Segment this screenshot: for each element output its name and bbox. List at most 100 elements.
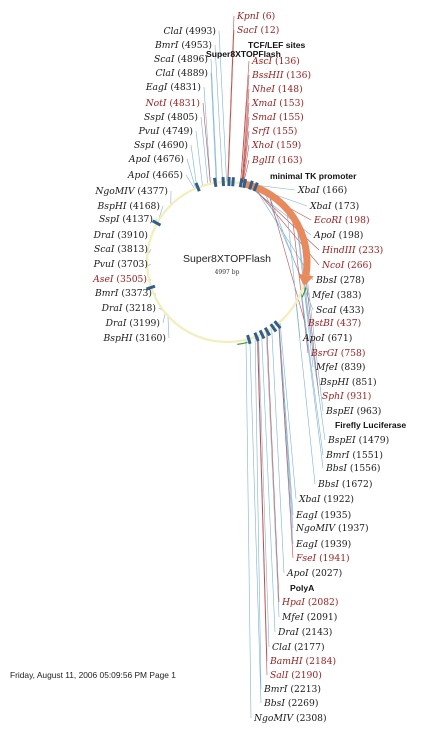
enzyme-position: (4377) bbox=[135, 186, 168, 197]
enzyme-name: BsrGI bbox=[310, 348, 338, 359]
leader-line bbox=[245, 339, 252, 719]
enzyme-position: (4831) bbox=[168, 82, 201, 93]
enzyme-name: BmrI bbox=[154, 40, 179, 51]
enzyme-name: AscI bbox=[251, 56, 272, 67]
enzyme-name: ScaI bbox=[316, 305, 337, 316]
enzyme-site-label: ScaI (433) bbox=[316, 305, 364, 316]
leader-line bbox=[286, 208, 301, 339]
enzyme-site-label: SmaI (155) bbox=[252, 112, 304, 123]
enzyme-site-label: BssHII (136) bbox=[251, 70, 311, 81]
enzyme-site-label: ClaI (2177) bbox=[272, 642, 325, 653]
enzyme-name: BspHI bbox=[319, 377, 349, 388]
enzyme-position: (155) bbox=[276, 112, 304, 123]
enzyme-name: FseI bbox=[295, 553, 317, 564]
enzyme-name: ClaI bbox=[163, 26, 182, 37]
enzyme-site-label: ApoI (671) bbox=[302, 333, 352, 344]
enzyme-name: DraI bbox=[105, 318, 127, 329]
enzyme-position: (1479) bbox=[356, 435, 389, 446]
enzyme-position: (136) bbox=[283, 70, 311, 81]
leader-line bbox=[279, 321, 297, 500]
enzyme-site-label: BspHI (4168) bbox=[97, 201, 160, 212]
leader-line bbox=[278, 323, 294, 559]
enzyme-name: SmaI bbox=[252, 112, 276, 123]
enzyme-site-label: BstBI (437) bbox=[307, 318, 361, 329]
enzyme-site-label: SspI (4690) bbox=[134, 140, 188, 151]
enzyme-position: (6) bbox=[259, 11, 275, 22]
enzyme-position: (758) bbox=[338, 348, 366, 359]
enzyme-site-label: AseI (3505) bbox=[92, 274, 147, 285]
enzyme-name: SacI bbox=[237, 25, 258, 36]
enzyme-site-label: KpnI (6) bbox=[236, 11, 275, 22]
enzyme-name: XhoI bbox=[251, 140, 274, 151]
feature-segment-mark bbox=[301, 287, 307, 298]
enzyme-site-label: BmrI (3373) bbox=[94, 288, 152, 299]
enzyme-position: (3199) bbox=[127, 318, 160, 329]
feature-block-mark bbox=[253, 332, 260, 342]
enzyme-name: BspEI bbox=[327, 435, 356, 446]
enzyme-name: BspHI bbox=[97, 201, 127, 212]
enzyme-site-label: NheI (148) bbox=[251, 84, 303, 95]
leader-line bbox=[210, 58, 218, 183]
leader-line bbox=[300, 292, 324, 469]
enzyme-site-label: BbsI (1672) bbox=[317, 479, 372, 490]
enzyme-site-label: DraI (3199) bbox=[105, 318, 160, 329]
enzyme-site-label: NgoMIV (2308) bbox=[253, 713, 327, 724]
enzyme-site-label: PvuI (4749) bbox=[138, 126, 193, 137]
leader-line bbox=[185, 174, 195, 190]
enzyme-site-label: ApoI (4676) bbox=[128, 154, 184, 165]
enzyme-site-label: SrfI (155) bbox=[252, 126, 297, 137]
enzyme-name: BspHI bbox=[103, 333, 133, 344]
enzyme-name: BamHI bbox=[269, 656, 303, 667]
enzyme-position: (4676) bbox=[151, 154, 184, 165]
enzyme-name: PvuI bbox=[93, 259, 115, 270]
enzyme-position: (839) bbox=[338, 362, 366, 373]
enzyme-position: (1556) bbox=[347, 463, 380, 474]
enzyme-position: (2213) bbox=[288, 684, 321, 695]
feature-label-polya: PolyA bbox=[290, 583, 314, 593]
leader-line bbox=[167, 315, 170, 339]
enzyme-position: (4993) bbox=[183, 26, 216, 37]
leader-line bbox=[249, 338, 262, 704]
enzyme-name: BssHII bbox=[251, 70, 284, 81]
leader-line bbox=[257, 335, 268, 662]
feature-block-mark bbox=[248, 180, 254, 190]
feature-block-mark bbox=[246, 334, 252, 345]
enzyme-site-label: BspHI (3160) bbox=[103, 333, 166, 344]
enzyme-name: EagI bbox=[295, 510, 318, 521]
feature-label-luciferase: Firefly Luciferase bbox=[335, 420, 406, 430]
enzyme-name: SspI bbox=[144, 112, 165, 123]
enzyme-name: DraI bbox=[101, 303, 123, 314]
enzyme-site-label: DraI (2143) bbox=[277, 627, 332, 638]
leader-line bbox=[268, 193, 306, 324]
enzyme-position: (198) bbox=[342, 215, 370, 226]
enzyme-position: (963) bbox=[354, 406, 382, 417]
enzyme-name: BglII bbox=[251, 155, 275, 166]
enzyme-position: (233) bbox=[356, 245, 384, 256]
enzyme-name: BmrI bbox=[94, 288, 119, 299]
leader-line bbox=[265, 331, 280, 618]
enzyme-site-label: FseI (1941) bbox=[295, 553, 350, 564]
enzyme-name: XbaI bbox=[298, 494, 321, 505]
enzyme-position: (266) bbox=[344, 260, 372, 271]
enzyme-position: (2143) bbox=[299, 627, 332, 638]
enzyme-site-label: ScaI (3813) bbox=[94, 244, 148, 255]
enzyme-name: BspEI bbox=[325, 406, 354, 417]
enzyme-position: (4137) bbox=[120, 214, 153, 225]
enzyme-name: ClaI bbox=[272, 642, 291, 653]
enzyme-name: BmrI bbox=[263, 684, 288, 695]
feature-block-mark bbox=[242, 178, 248, 189]
leader-line bbox=[242, 144, 250, 184]
enzyme-site-label: PvuI (3703) bbox=[93, 259, 148, 270]
enzyme-position: (155) bbox=[270, 126, 298, 137]
enzyme-name: BbsI bbox=[325, 463, 347, 474]
enzyme-name: ApoI bbox=[302, 333, 325, 344]
enzyme-site-label: ApoI (198) bbox=[313, 230, 363, 241]
leader-line bbox=[254, 336, 262, 690]
enzyme-position: (2027) bbox=[309, 568, 342, 579]
enzyme-name: NgoMIV bbox=[94, 186, 135, 197]
enzyme-position: (437) bbox=[334, 318, 362, 329]
feature-block-mark bbox=[221, 177, 225, 187]
enzyme-position: (2184) bbox=[303, 656, 336, 667]
enzyme-name: HpaI bbox=[281, 597, 305, 608]
